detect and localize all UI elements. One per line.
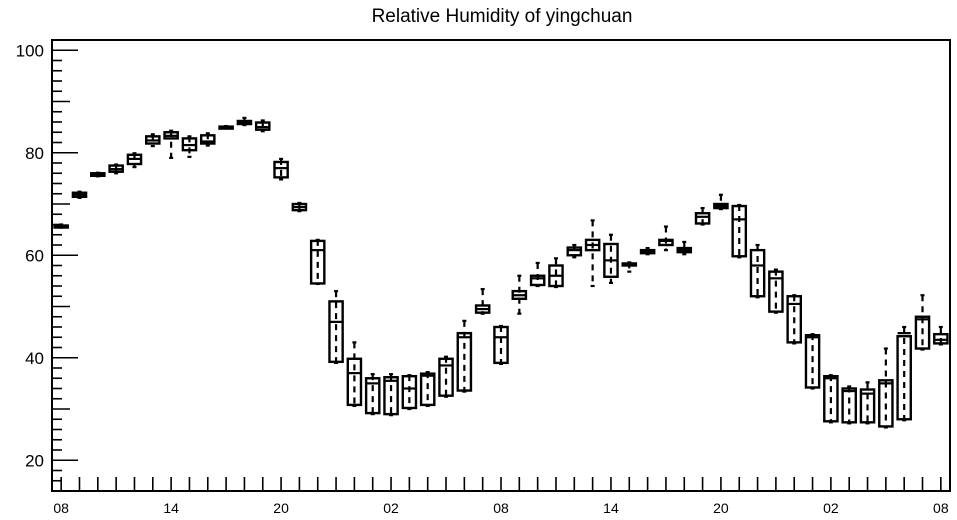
box-item	[658, 225, 674, 252]
box-item	[566, 243, 583, 259]
box-item	[914, 294, 931, 351]
box-item	[584, 219, 601, 288]
box-body	[529, 274, 546, 287]
box-item	[419, 371, 436, 408]
box-item	[713, 193, 729, 211]
box-item	[273, 157, 289, 181]
x-tick-label: 20	[713, 500, 729, 516]
box-item	[749, 243, 766, 299]
box-body	[786, 295, 803, 344]
box-body	[401, 375, 418, 410]
box-item	[694, 207, 711, 226]
box-item	[786, 294, 803, 345]
box-item	[456, 319, 473, 393]
x-tick-label: 02	[383, 500, 399, 516]
box-body	[419, 372, 436, 407]
box-item	[236, 116, 253, 127]
y-axis: 20 40 60 80 100	[16, 41, 78, 482]
x-tick-label: 08	[493, 500, 509, 516]
box-item	[328, 290, 344, 364]
box-item	[474, 287, 491, 315]
box-body	[749, 248, 766, 298]
box-body	[731, 204, 748, 258]
y-tick-label: 100	[16, 41, 44, 60]
box-item	[768, 268, 784, 314]
box-body	[841, 387, 858, 424]
box-item	[90, 171, 106, 178]
x-tick-label: 20	[273, 500, 289, 516]
box-item	[163, 129, 179, 159]
y-tick-label: 40	[25, 349, 44, 368]
box-body	[346, 357, 363, 407]
box-item	[493, 324, 509, 365]
box-item	[53, 223, 69, 229]
box-body	[896, 335, 912, 421]
box-item	[603, 233, 619, 285]
box-item	[438, 355, 454, 398]
box-body	[438, 357, 454, 397]
box-item	[933, 325, 949, 346]
box-body	[823, 375, 839, 423]
box-item	[823, 374, 839, 424]
box-item	[364, 373, 381, 416]
box-body	[364, 377, 381, 415]
x-tick-label: 14	[163, 500, 179, 516]
box-body	[859, 388, 876, 424]
x-tick-label: 08	[933, 500, 949, 516]
box-item	[676, 240, 693, 256]
box-item	[621, 261, 638, 273]
box-series	[53, 116, 949, 429]
box-body	[804, 334, 821, 389]
box-item	[291, 201, 308, 213]
box-item	[71, 190, 88, 199]
x-tick-label: 14	[603, 500, 619, 516]
box-item	[859, 381, 876, 425]
box-item	[731, 203, 748, 259]
box-body	[456, 331, 473, 392]
y-tick-label: 80	[25, 144, 44, 163]
box-body	[914, 315, 931, 350]
plot-area	[51, 39, 951, 492]
box-item	[401, 374, 418, 411]
x-tick-label: 02	[823, 500, 839, 516]
box-body	[273, 160, 289, 179]
box-item	[108, 163, 124, 175]
box-body	[878, 379, 894, 428]
box-item	[878, 347, 894, 429]
box-item	[383, 373, 399, 417]
box-body	[694, 212, 711, 225]
box-item	[841, 385, 858, 425]
y-tick-label: 20	[25, 451, 44, 470]
box-item	[804, 333, 821, 390]
box-body	[199, 134, 216, 145]
box-item	[144, 133, 161, 148]
box-item	[181, 135, 198, 158]
box-body	[383, 376, 399, 416]
box-item	[254, 119, 271, 133]
box-item	[199, 132, 216, 147]
box-item	[511, 274, 528, 315]
box-body	[566, 246, 583, 257]
box-body	[768, 270, 784, 313]
box-item	[346, 341, 363, 408]
box-item	[548, 257, 564, 289]
box-body	[328, 300, 344, 364]
box-body	[493, 325, 509, 365]
x-tick-label: 08	[53, 500, 69, 516]
box-item	[218, 124, 234, 130]
chart-title: Relative Humidity of yingchuan	[372, 6, 633, 27]
box-item	[126, 152, 143, 169]
box-item	[896, 325, 912, 422]
box-item	[309, 238, 326, 286]
box-item	[639, 246, 656, 256]
box-body	[309, 239, 326, 285]
x-axis: 08 14 20 02 08 14 20 02 08	[53, 477, 949, 516]
box-item	[529, 261, 546, 288]
y-tick-label: 60	[25, 246, 44, 265]
